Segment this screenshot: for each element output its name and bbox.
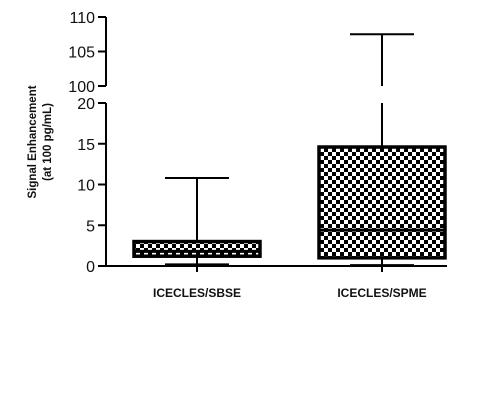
x-category-label: ICECLES/SPME: [337, 286, 426, 300]
box-2: [317, 33, 447, 267]
y-tick-label: 5: [86, 218, 95, 235]
y-axis-label-line-2: (at 100 pg/mL): [42, 103, 54, 181]
y-tick-label: 100: [68, 79, 95, 96]
y-tick-label: 20: [77, 96, 95, 113]
x-category-label: ICECLES/SBSE: [153, 286, 241, 300]
y-axis-label-line-1: Signal Enhancement: [27, 85, 39, 198]
y-tick-label: 15: [77, 137, 95, 154]
x-axis: ICECLES/SBSE ICECLES/SPME: [106, 265, 447, 300]
y-tick-label: 10: [77, 178, 95, 195]
y-tick-label: 110: [69, 10, 95, 27]
box-iqr: [317, 145, 447, 260]
box-series: [132, 33, 447, 267]
y-tick-label: 0: [86, 259, 95, 276]
box-1: [132, 176, 262, 266]
y-tick-label: 105: [68, 45, 95, 62]
box-iqr: [132, 239, 262, 258]
